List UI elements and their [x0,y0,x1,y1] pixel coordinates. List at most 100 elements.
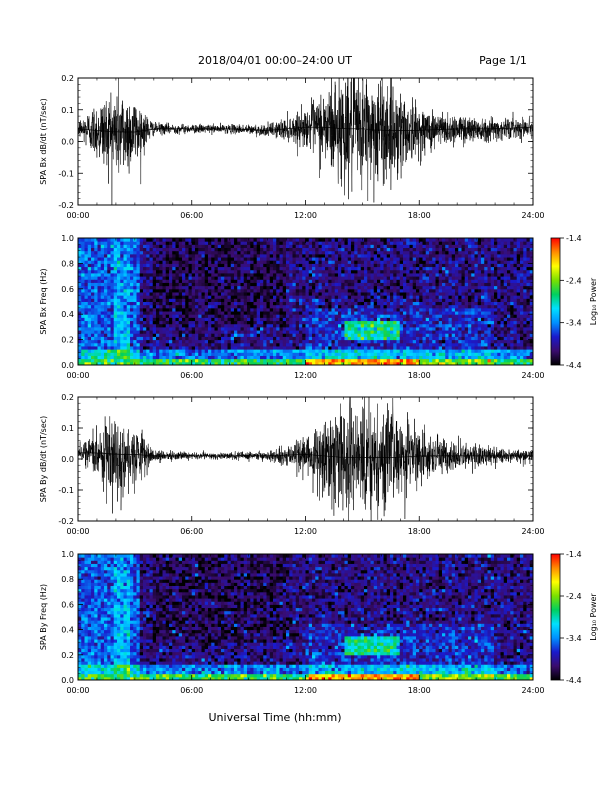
bx-spectrogram-cell [468,323,472,328]
bx-spectrogram-cell [334,272,339,277]
bx-spectrogram-cell [380,244,384,249]
bx-spectrogram-cell [91,355,95,360]
bx-spectrogram-cell [445,282,449,287]
bx-spectrogram-cell [146,238,150,242]
bx-spectrogram-cell [185,336,189,341]
bx-spectrogram-cell [159,304,163,309]
bx-spectrogram-cell [334,260,339,264]
bx-spectrogram-cell [191,304,196,309]
bx-spectrogram-cell [442,263,446,268]
bx-spectrogram-cell [117,250,121,255]
bx-spectrogram-cell [159,320,163,325]
bx-spectrogram-cell [347,352,352,356]
bx-spectrogram-cell [279,339,284,344]
bx-spectrogram-cell [393,352,397,356]
bx-spectrogram-cell [159,361,163,365]
bx-spectrogram-cell [201,269,206,274]
bx-spectrogram-cell [380,298,384,302]
bx-spectrogram-cell [123,276,128,280]
bx-spectrogram-cell [312,285,316,290]
bx-spectrogram-cell [256,330,261,334]
bx-spectrogram-cell [130,263,134,268]
bx-spectrogram-cell [419,250,423,255]
bx-spectrogram-cell [188,358,193,363]
bx-spectrogram-cell [263,330,267,334]
bx-spectrogram-cell [425,298,430,302]
bx-spectrogram-cell [143,298,147,302]
bx-spectrogram-cell [214,333,219,337]
bx-spectrogram-cell [214,295,219,299]
bx-spectrogram-cell [471,269,475,274]
bx-spectrogram-cell [273,269,277,274]
bx-spectrogram-cell [100,279,105,283]
bx-spectrogram-cell [240,320,245,325]
bx-spectrogram-cell [162,339,167,344]
bx-spectrogram-cell [442,247,446,252]
bx-spectrogram-cell [217,345,222,350]
bx-spectrogram-cell [107,323,111,328]
bx-spectrogram-cell [104,266,108,271]
bx-spectrogram-cell [461,314,466,318]
bx-spectrogram-cell [435,311,440,315]
bx-spectrogram-cell [312,301,316,306]
bx-spectrogram-cell [351,288,355,293]
bx-spectrogram-cell [175,241,180,245]
bx-spectrogram-cell [123,241,128,245]
bx-spectrogram-cell [338,279,342,283]
bx-spectrogram-cell [302,345,306,350]
bx-spectrogram-cell [240,260,245,264]
bx-spectrogram-cell [354,244,358,249]
bx-spectrogram-cell [230,336,235,341]
bx-spectrogram-cell [393,279,397,283]
bx-spectrogram-cell [468,276,472,280]
bx-spectrogram-cell [217,361,222,365]
bx-spectrogram-cell [458,276,462,280]
bx-spectrogram-cell [273,355,277,360]
bx-spectrogram-cell [403,276,407,280]
bx-spectrogram-cell [250,291,254,296]
bx-spectrogram-cell [159,244,163,249]
bx-spectrogram-cell [130,355,134,360]
bx-spectrogram-cell [133,244,137,249]
bx-spectrogram-cell [409,288,414,293]
bx-spectrogram-cell [406,291,410,296]
bx-spectrogram-cell [230,304,235,309]
bx-spectrogram-cell [347,263,352,268]
bx-spectrogram-cell [396,352,401,356]
bx-spectrogram-cell [143,257,147,261]
bx-spectrogram-cell [347,339,352,344]
bx-spectrogram-cell [299,355,303,360]
bx-spectrogram-cell [269,295,274,299]
bx-spectrogram-cell [214,263,219,268]
bx-spectrogram-cell [191,317,196,322]
bx-spectrogram-cell [325,330,329,334]
bx-spectrogram-cell [234,276,238,280]
bx-spectrogram-cell [117,320,121,325]
bx-spectrogram-cell [97,282,102,287]
bx-spectrogram-cell [419,282,423,287]
bx-spectrogram-cell [240,269,245,274]
bx-spectrogram-cell [299,333,303,337]
bx-spectrogram-cell [78,295,82,299]
bx-spectrogram-cell [328,238,332,242]
bx-spectrogram-cell [344,238,349,242]
bx-spectrogram-cell [383,352,388,356]
bx-spectrogram-cell [370,241,375,245]
bx-spectrogram-cell [380,276,384,280]
bx-spectrogram-cell [425,323,430,328]
bx-spectrogram-cell [334,291,339,296]
bx-spectrogram-cell [471,342,475,347]
bx-spectrogram-cell [182,238,186,242]
bx-spectrogram-cell [373,307,378,312]
bx-spectrogram-cell [383,317,388,322]
bx-spectrogram-cell [292,298,297,302]
bx-spectrogram-cell [409,272,414,277]
bx-spectrogram-cell [286,304,290,309]
bx-spectrogram-cell [364,317,368,322]
bx-spectrogram-cell [364,269,368,274]
bx-spectrogram-cell [458,311,462,315]
bx-spectrogram-cell [308,339,313,344]
bx-spectrogram-cell [386,247,391,252]
bx-spectrogram-cell [299,238,303,242]
bx-spectrogram-cell [286,238,290,242]
